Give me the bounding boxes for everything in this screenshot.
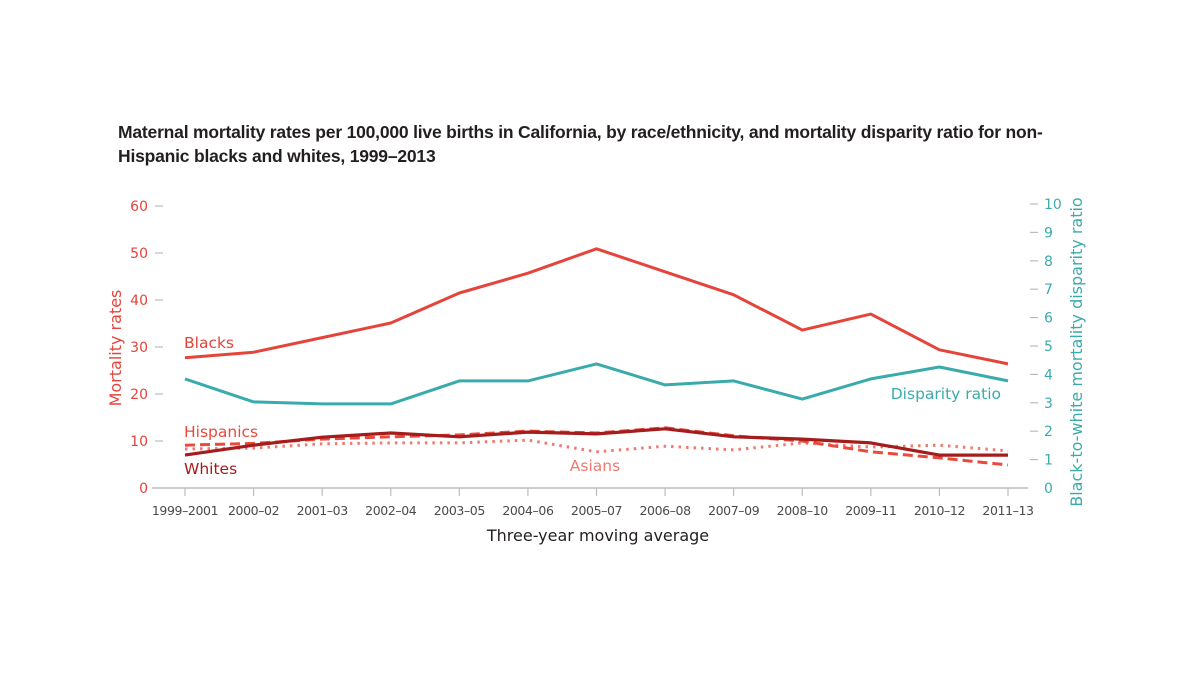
y-axis-title: Mortality rates <box>106 290 125 407</box>
series-lines <box>184 247 1009 467</box>
y2-tick-label: 2 <box>1044 424 1053 440</box>
y2-tick-label: 6 <box>1044 311 1053 327</box>
y2-axis-title: Black-to-white mortality disparity ratio <box>1067 197 1086 506</box>
series-line-disparity-ratio <box>184 362 1009 406</box>
series-labels: Blacks Disparity ratio Hispanics Whites Asia… <box>184 334 1001 478</box>
x-tick-label: 1999–2001 <box>152 503 218 518</box>
y-tick-label: 50 <box>130 246 148 262</box>
y2-tick-label: 10 <box>1044 197 1062 213</box>
y2-tick-label: 3 <box>1044 396 1053 412</box>
y-tick-label: 30 <box>130 340 148 356</box>
x-tick-label: 2002–04 <box>365 503 417 518</box>
y2-tick-label: 0 <box>1044 481 1053 497</box>
y-tick-label: 10 <box>130 434 148 450</box>
series-label-asians: Asians <box>570 457 620 475</box>
x-tick-label: 2006–08 <box>639 503 691 518</box>
x-axis-title: Three-year moving average <box>486 526 709 545</box>
x-tick-label: 2009–11 <box>845 503 896 518</box>
y-tick-label: 40 <box>130 293 148 309</box>
series-label-blacks: Blacks <box>184 334 234 352</box>
x-tick-label: 2010–12 <box>914 503 965 518</box>
y2-tick-label: 7 <box>1044 282 1053 298</box>
axes: 1999–2001 2000–02 2001–03 2002–04 2003–05 200… <box>130 197 1062 518</box>
y2-tick-label: 1 <box>1044 453 1053 469</box>
x-tick-label: 2003–05 <box>434 503 485 518</box>
y2-tick-label: 5 <box>1044 339 1053 355</box>
x-tick-label: 2000–02 <box>228 503 279 518</box>
x-tick-label: 2007–09 <box>708 503 760 518</box>
x-tick-label: 2005–07 <box>571 503 622 518</box>
x-tick-label: 2004–06 <box>502 503 554 518</box>
y2-tick-label: 9 <box>1044 225 1053 241</box>
x-tick-label: 2001–03 <box>297 503 348 518</box>
series-label-hispanics: Hispanics <box>184 423 258 441</box>
series-label-disparity-ratio: Disparity ratio <box>891 385 1001 403</box>
y-tick-label: 20 <box>130 387 148 403</box>
y2-tick-label: 8 <box>1044 254 1053 270</box>
y2-tick-label: 4 <box>1044 367 1053 383</box>
series-label-whites: Whites <box>184 460 237 478</box>
y-tick-label: 60 <box>130 199 148 215</box>
x-tick-label: 2008–10 <box>777 503 829 518</box>
chart-title: Maternal mortality rates per 100,000 liv… <box>118 122 1043 166</box>
series-line-blacks <box>184 247 1009 366</box>
x-tick-label: 2011–13 <box>982 503 1033 518</box>
y-tick-label: 0 <box>139 481 148 497</box>
